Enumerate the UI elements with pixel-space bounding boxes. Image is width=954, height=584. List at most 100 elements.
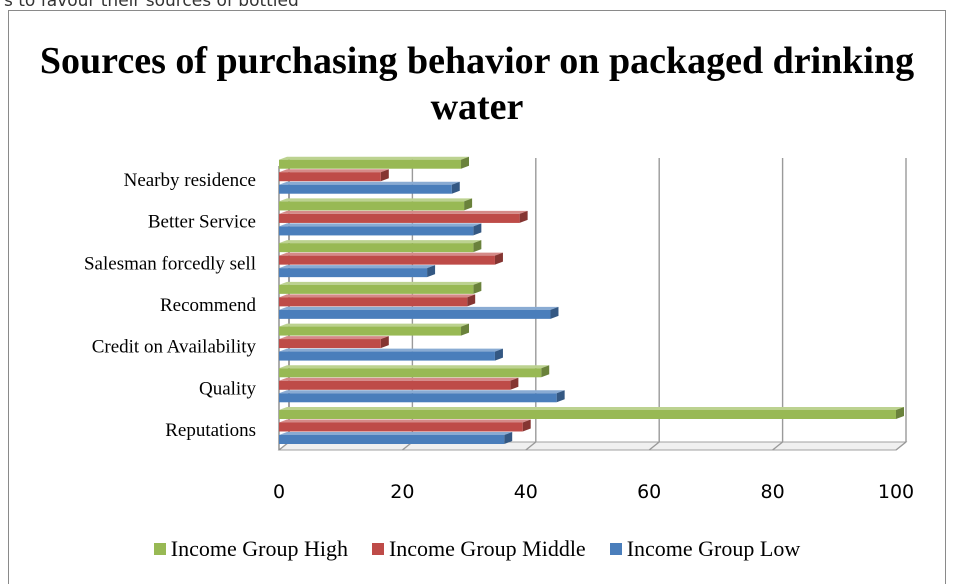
bar-top (279, 281, 482, 285)
bar (279, 336, 389, 349)
bars (279, 156, 904, 444)
bar-face (279, 255, 495, 265)
bar-face (279, 172, 381, 182)
bar-face (279, 351, 495, 361)
bar-face (279, 284, 474, 294)
chart-title: Sources of purchasing behavior on packag… (39, 40, 915, 128)
bar-top (279, 377, 519, 381)
gridline-floor (525, 441, 537, 451)
bar (279, 294, 476, 307)
bar-end (541, 365, 550, 378)
bar-end (896, 407, 904, 419)
category-label: Better Service (148, 212, 256, 233)
bar-top (279, 240, 482, 244)
bar-face (279, 268, 428, 278)
legend-swatch (371, 543, 384, 555)
bar-end (467, 294, 476, 307)
bar (279, 156, 470, 169)
bar-face (279, 393, 557, 403)
bar (279, 169, 389, 182)
bar-face (279, 184, 452, 194)
chart-frame (8, 10, 946, 584)
bar (279, 181, 460, 194)
bar (279, 252, 503, 265)
bar-end (510, 377, 519, 390)
bar-face (279, 326, 462, 336)
tick-label: 40 (514, 481, 538, 503)
tick-label: 60 (637, 481, 661, 503)
legend-item: Income Group Low (609, 536, 801, 562)
bar-top (279, 432, 513, 435)
bar-end (461, 323, 470, 336)
bar (279, 419, 531, 432)
bar-face (279, 435, 505, 444)
bar-top (279, 181, 460, 185)
bar-top (279, 323, 470, 327)
bar-top (279, 365, 550, 369)
bar (279, 348, 503, 361)
legend-item: Income Group High (153, 536, 348, 562)
tick-label: 0 (273, 481, 285, 503)
bar-face (279, 213, 520, 223)
bar (279, 210, 528, 223)
bar-top (279, 348, 503, 352)
tick-label: 80 (761, 481, 785, 503)
category-label: Salesman forcedly sell (84, 253, 256, 274)
bar (279, 365, 550, 378)
bar (279, 240, 482, 253)
bar-face (279, 368, 542, 378)
legend-item: Income Group Middle (371, 536, 586, 562)
bar (279, 265, 436, 278)
page-text: s to favour their sources of bottled (4, 0, 299, 11)
bar-top (279, 265, 436, 269)
bar-end (427, 265, 436, 278)
bar-end (380, 336, 389, 349)
category-label: Recommend (160, 295, 257, 316)
bar (279, 432, 513, 444)
bar-face (279, 226, 474, 236)
bar-face (279, 309, 551, 319)
bar-face (279, 422, 523, 432)
bar-top (279, 252, 503, 256)
legend-swatch (609, 543, 622, 555)
bar-end (556, 390, 565, 403)
bar (279, 223, 482, 236)
bar-face (279, 201, 465, 211)
bar-end (464, 198, 473, 211)
bar-top (279, 210, 528, 214)
bar-face (279, 159, 462, 169)
bar (279, 377, 519, 390)
bar-end (550, 306, 559, 319)
legend-swatch (153, 543, 166, 555)
bar-end (473, 240, 482, 253)
bar-top (279, 156, 470, 160)
bar-end (380, 169, 389, 182)
bar-end (494, 252, 503, 265)
bar-face (279, 410, 896, 419)
bar-end (494, 348, 503, 361)
bar (279, 306, 559, 319)
bar-end (473, 281, 482, 294)
bar-end (519, 210, 528, 223)
bar-end (504, 432, 513, 444)
bar-end (451, 181, 460, 194)
bar-top (279, 294, 476, 298)
bar (279, 407, 904, 419)
tick-labels: 0 20 40 60 80 100 (273, 481, 914, 503)
bar-top (279, 306, 559, 310)
tick-label: 100 (878, 481, 914, 503)
bar-top (279, 336, 389, 340)
bar (279, 198, 473, 211)
bar (279, 323, 470, 336)
bar-end (461, 156, 470, 169)
bar-face (279, 243, 474, 253)
category-label: Quality (199, 378, 256, 399)
gridline-floor (772, 441, 784, 451)
legend-label: Income Group Middle (388, 536, 586, 561)
bar-end (522, 419, 531, 432)
bar-end (473, 223, 482, 236)
legend-label: Income Group Low (626, 536, 801, 561)
bar-top (279, 407, 904, 410)
bar-top (279, 390, 565, 394)
